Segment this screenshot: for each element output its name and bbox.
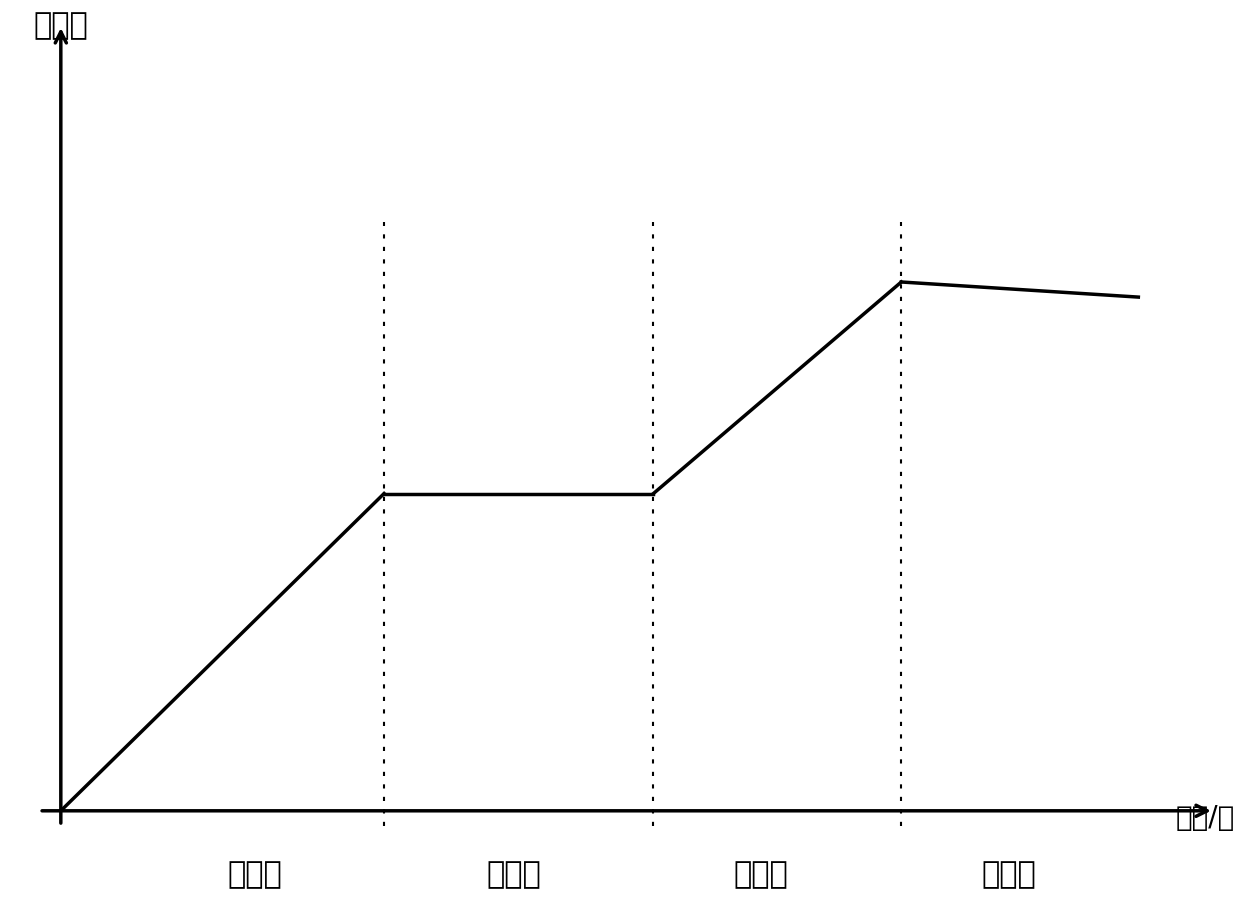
- Text: 污泥量: 污泥量: [33, 12, 88, 40]
- Text: 成熟期: 成熟期: [982, 860, 1037, 889]
- Text: 生长期: 生长期: [486, 860, 541, 889]
- Text: 接种期: 接种期: [227, 860, 283, 889]
- Text: 时间/天: 时间/天: [1176, 805, 1235, 832]
- Text: 驯化期: 驯化期: [734, 860, 789, 889]
